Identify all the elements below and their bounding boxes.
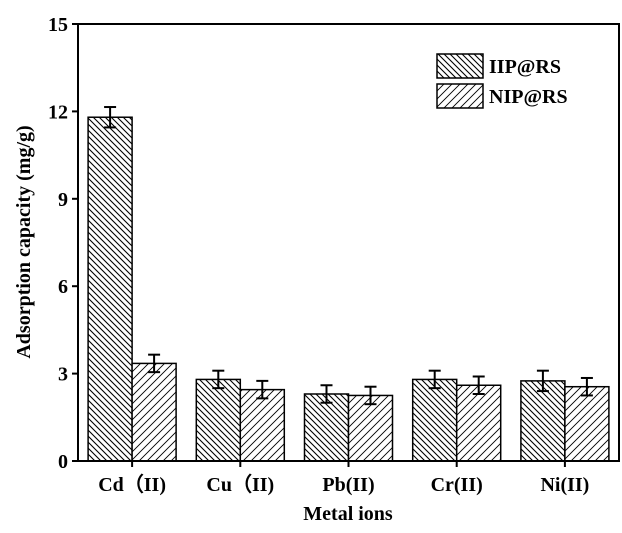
bar-iip-2 — [195, 378, 242, 462]
x-tick-label: Cd（II) — [98, 473, 166, 496]
error-bar-nip-2 — [256, 379, 269, 400]
bars-layer — [87, 116, 610, 462]
y-tick-label: 3 — [58, 364, 68, 386]
legend-label-iip: IIP@RS — [489, 56, 561, 78]
legend-label-nip: NIP@RS — [489, 86, 568, 108]
error-bar-nip-5 — [580, 376, 593, 397]
x-axis-label: Metal ions — [303, 503, 393, 525]
bar-iip-5 — [520, 380, 566, 462]
error-bar-iip-2 — [212, 369, 225, 390]
bar-iip-3 — [303, 393, 350, 462]
error-bar-iip-4 — [428, 369, 441, 390]
legend: IIP@RS NIP@RS — [436, 53, 568, 109]
legend-swatch-iip — [436, 53, 484, 79]
y-tick-label: 6 — [58, 276, 68, 298]
error-bar-nip-4 — [472, 375, 485, 395]
legend-swatch-nip — [436, 83, 484, 109]
bar-nip-2 — [239, 388, 286, 462]
y-axis-label: Adsorption capacity (mg/g) — [13, 125, 35, 358]
bar-nip-5 — [564, 385, 610, 462]
bar-nip-4 — [455, 384, 502, 462]
error-bar-nip-1 — [148, 353, 161, 374]
error-bar-iip-3 — [320, 384, 333, 404]
x-tick-label: Cr(II) — [431, 474, 483, 496]
error-bar-nip-3 — [364, 385, 377, 406]
y-tick-label: 0 — [58, 451, 68, 473]
error-bar-iip-5 — [536, 369, 549, 393]
bar-nip-3 — [347, 394, 394, 462]
bar-iip-1 — [87, 116, 133, 462]
error-bar-iip-1 — [104, 106, 117, 129]
bar-nip-1 — [131, 362, 177, 462]
x-tick-label: Pb(II) — [322, 474, 374, 496]
y-tick-label: 15 — [48, 14, 68, 36]
bar-iip-4 — [411, 378, 458, 462]
y-tick-label: 12 — [48, 101, 68, 123]
x-tick-label: Ni(II) — [540, 474, 589, 496]
x-axis: Cd（II) Cu（II) Pb(II) Cr(II) Ni(II) — [98, 461, 589, 496]
x-tick-label: Cu（II) — [206, 473, 274, 496]
y-axis: 0 3 6 9 12 15 — [48, 14, 78, 473]
y-tick-label: 9 — [58, 189, 68, 211]
error-bars-layer — [104, 106, 593, 406]
